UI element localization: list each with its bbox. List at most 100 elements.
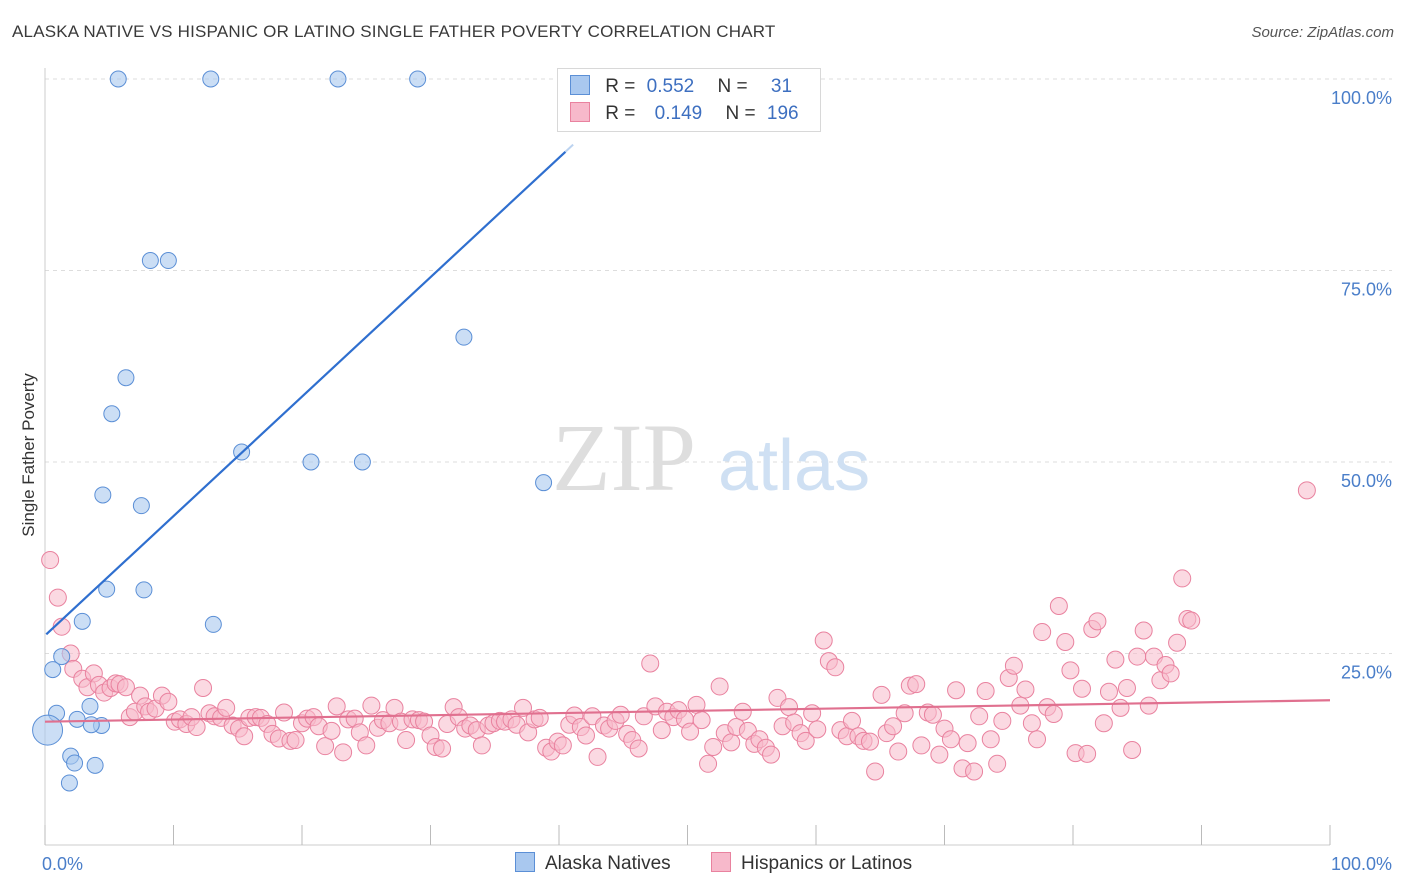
- bottom-legend-label-hispanic: Hispanics or Latinos: [741, 853, 913, 874]
- alaska-point: [455, 328, 473, 346]
- hispanic-point: [1168, 633, 1187, 652]
- legend-n-value: 196: [766, 103, 799, 124]
- alaska-point: [81, 697, 99, 715]
- hispanic-point: [41, 551, 60, 570]
- hispanic-point: [194, 678, 213, 697]
- legend-r-value: 0.149: [654, 103, 703, 124]
- alaska-point: [302, 453, 320, 471]
- legend-n-value: 31: [770, 76, 793, 97]
- axes: [44, 68, 1331, 846]
- hispanic-point: [814, 631, 833, 650]
- y-tick-label: 50.0%: [1341, 471, 1392, 491]
- hispanic-point: [860, 732, 879, 751]
- hispanic-point: [187, 718, 206, 737]
- hispanic-point: [1161, 664, 1180, 683]
- hispanic-point: [1061, 661, 1080, 680]
- hispanic-point: [576, 726, 595, 745]
- hispanic-point: [796, 731, 815, 750]
- hispanic-point: [710, 677, 729, 696]
- hispanic-point: [553, 736, 572, 755]
- alaska-point: [98, 580, 116, 598]
- hispanic-point: [1182, 611, 1201, 630]
- hispanic-point: [1072, 679, 1091, 698]
- chart-title: ALASKA NATIVE VS HISPANIC OR LATINO SING…: [12, 22, 776, 41]
- hispanic-point: [357, 736, 376, 755]
- hispanic-point: [641, 654, 660, 673]
- hispanic-point: [808, 720, 827, 739]
- hispanic-point: [889, 742, 908, 761]
- alaska-point: [73, 612, 91, 630]
- alaska-point: [132, 497, 150, 515]
- y-tick-label: 75.0%: [1341, 280, 1392, 300]
- trend-lines: [44, 143, 1331, 723]
- hispanic-point: [976, 682, 995, 701]
- hispanic-point: [988, 754, 1007, 773]
- hispanic-point: [907, 675, 926, 694]
- hispanic-point: [235, 727, 254, 746]
- bottom-legend-hispanic[interactable]: Hispanics or Latinos: [711, 852, 912, 875]
- x-tick-label: 0.0%: [42, 854, 83, 874]
- legend-n-label: N =: [725, 103, 756, 124]
- source-credit: Source: ZipAtlas.com: [1251, 24, 1394, 41]
- alaska-point: [53, 648, 71, 666]
- hispanic-point: [1106, 650, 1125, 669]
- gridlines: [45, 78, 1392, 654]
- alaska-point: [141, 252, 159, 270]
- hispanic-point: [1297, 481, 1316, 500]
- hispanic-point: [1134, 621, 1153, 640]
- hispanic-point: [1123, 741, 1142, 760]
- hispanic-point: [722, 733, 741, 752]
- alaska-point: [94, 486, 112, 504]
- stats-legend: R = 0.552 N = 31 R = 0.149 N = 196: [557, 68, 821, 132]
- hispanic-point: [397, 731, 416, 750]
- hispanic-point: [1022, 714, 1041, 733]
- hispanic-point: [803, 704, 822, 723]
- hispanic-point: [1094, 714, 1113, 733]
- hispanic-point: [1004, 656, 1023, 675]
- hispanic-point: [930, 745, 949, 764]
- hispanic-point: [842, 711, 861, 730]
- bottom-legend-swatch-hispanic: [711, 852, 731, 872]
- hispanic-point: [895, 704, 914, 723]
- x-tick-labels: 0.0% 100.0%: [42, 854, 1392, 874]
- legend-r-label: R =: [605, 76, 636, 97]
- hispanic-point: [472, 736, 491, 755]
- legend-swatch-hispanic: [570, 102, 590, 122]
- y-tick-labels: 25.0% 50.0% 75.0% 100.0%: [1331, 88, 1392, 683]
- hispanic-point: [762, 745, 781, 764]
- alaska-trend-extension: [564, 143, 574, 153]
- hispanic-point: [941, 730, 960, 749]
- hispanic-point: [116, 678, 135, 697]
- hispanic-point: [947, 681, 966, 700]
- hispanic-point: [588, 747, 607, 766]
- hispanic-point: [286, 731, 305, 750]
- hispanic-point: [362, 696, 381, 715]
- alaska-point: [535, 474, 553, 492]
- alaska-point: [68, 710, 86, 728]
- alaska-point: [109, 70, 127, 88]
- alaska-point: [60, 774, 78, 792]
- hispanic-point: [1049, 597, 1068, 616]
- hispanic-point: [692, 711, 711, 730]
- alaska-point: [135, 581, 153, 599]
- hispanic-point: [681, 722, 700, 741]
- bottom-legend-alaska[interactable]: Alaska Natives: [515, 852, 671, 875]
- hispanic-point: [866, 762, 885, 781]
- alaska-trend-line: [45, 150, 567, 636]
- alaska-point: [32, 714, 64, 746]
- alaska-point: [353, 453, 371, 471]
- hispanic-point: [965, 762, 984, 781]
- hispanic-point: [1016, 680, 1035, 699]
- hispanic-point: [826, 658, 845, 677]
- hispanic-point: [1099, 682, 1118, 701]
- hispanic-point: [1078, 744, 1097, 763]
- hispanic-point: [993, 711, 1012, 730]
- hispanic-point: [884, 717, 903, 736]
- hispanic-point: [780, 698, 799, 717]
- hispanic-point: [652, 721, 671, 740]
- hispanic-point: [1056, 633, 1075, 652]
- bottom-legend-label-alaska: Alaska Natives: [545, 853, 671, 874]
- hispanic-point: [872, 685, 891, 704]
- hispanic-point: [970, 707, 989, 726]
